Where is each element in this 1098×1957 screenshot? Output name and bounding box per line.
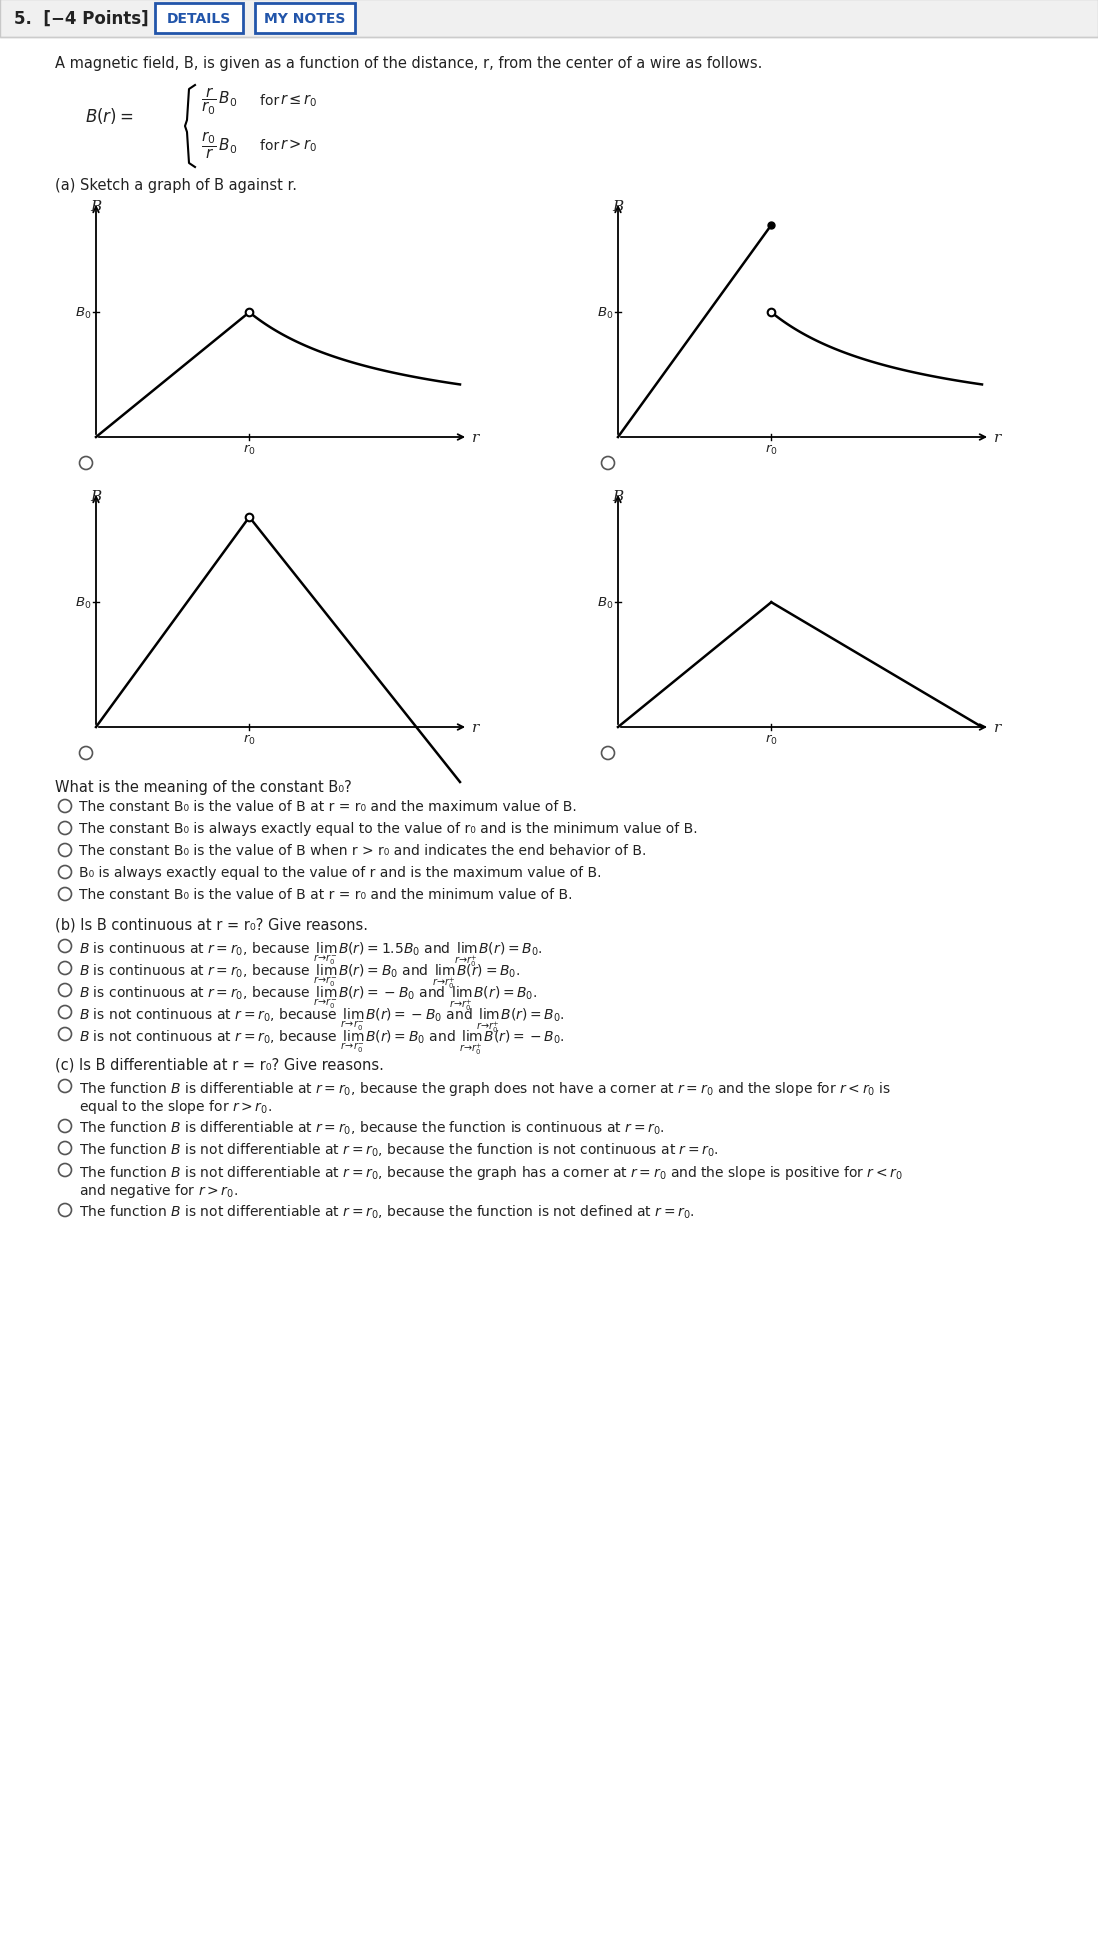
Text: B₀ is always exactly equal to the value of r and is the maximum value of B.: B₀ is always exactly equal to the value …: [79, 865, 602, 879]
Text: $B(r) =$: $B(r) =$: [85, 106, 134, 125]
Text: The function $B$ is not differentiable at $r=r_0$, because the function is not d: The function $B$ is not differentiable a…: [79, 1204, 695, 1221]
Text: $B_0$: $B_0$: [596, 305, 613, 321]
Text: $B_0$: $B_0$: [75, 595, 91, 611]
Text: for: for: [260, 94, 283, 108]
Bar: [0, 0, 1098, 37]
Text: $\dfrac{r_0}{r}\,B_0$: $\dfrac{r_0}{r}\,B_0$: [201, 129, 237, 160]
Text: $B_0$: $B_0$: [75, 305, 91, 321]
Text: The function $B$ is differentiable at $r=r_0$, because the function is continuou: The function $B$ is differentiable at $r…: [79, 1119, 664, 1137]
Text: $B$ is continuous at $r=r_0$, because $\lim_{r\to r_0^-}B(r)=-B_0$ and $\lim_{r\: $B$ is continuous at $r=r_0$, because $\…: [79, 984, 537, 1012]
Text: $r_0$: $r_0$: [243, 732, 256, 748]
Text: $\dfrac{r}{r_0}\,B_0$: $\dfrac{r}{r_0}\,B_0$: [201, 86, 237, 117]
Text: $r > r_0$: $r > r_0$: [280, 137, 317, 153]
Text: B: B: [90, 489, 102, 503]
Text: (c) Is B differentiable at r = r₀? Give reasons.: (c) Is B differentiable at r = r₀? Give …: [55, 1057, 384, 1072]
Text: 5.  [−4 Points]: 5. [−4 Points]: [14, 10, 148, 27]
Text: DETAILS: DETAILS: [167, 12, 231, 25]
Text: $B$ is continuous at $r=r_0$, because $\lim_{r\to r_0^-}B(r)=1.5B_0$ and $\lim_{: $B$ is continuous at $r=r_0$, because $\…: [79, 939, 542, 969]
Text: $r_0$: $r_0$: [765, 732, 777, 748]
Text: $r_0$: $r_0$: [765, 442, 777, 456]
Text: $B_0$: $B_0$: [596, 595, 613, 611]
Text: What is the meaning of the constant B₀?: What is the meaning of the constant B₀?: [55, 779, 351, 795]
Text: $B$ is continuous at $r=r_0$, because $\lim_{r\to r_0^-}B(r)=B_0$ and $\lim_{r\t: $B$ is continuous at $r=r_0$, because $\…: [79, 961, 520, 990]
Text: $B$ is not continuous at $r=r_0$, because $\lim_{r\to r_0^-}B(r)=B_0$ and $\lim_: $B$ is not continuous at $r=r_0$, becaus…: [79, 1027, 564, 1057]
Text: r: r: [472, 720, 479, 734]
Text: r: r: [994, 431, 1001, 444]
Text: $r_0$: $r_0$: [243, 442, 256, 456]
FancyBboxPatch shape: [255, 4, 355, 33]
Text: The function $B$ is not differentiable at $r=r_0$, because the graph has a corne: The function $B$ is not differentiable a…: [79, 1162, 903, 1182]
Text: $r \leq r_0$: $r \leq r_0$: [280, 92, 317, 110]
FancyBboxPatch shape: [155, 4, 243, 33]
Text: (a) Sketch a graph of B against r.: (a) Sketch a graph of B against r.: [55, 178, 296, 194]
Text: The function $B$ is differentiable at $r=r_0$, because the graph does not have a: The function $B$ is differentiable at $r…: [79, 1080, 892, 1098]
Text: The constant B₀ is the value of B when r > r₀ and indicates the end behavior of : The constant B₀ is the value of B when r…: [79, 843, 647, 857]
Text: A magnetic field, B, is given as a function of the distance, r, from the center : A magnetic field, B, is given as a funct…: [55, 57, 762, 70]
Text: for: for: [260, 139, 283, 153]
Text: r: r: [472, 431, 479, 444]
Text: equal to the slope for $r>r_0$.: equal to the slope for $r>r_0$.: [79, 1098, 272, 1115]
Text: The constant B₀ is the value of B at r = r₀ and the maximum value of B.: The constant B₀ is the value of B at r =…: [79, 800, 576, 814]
Text: (b) Is B continuous at r = r₀? Give reasons.: (b) Is B continuous at r = r₀? Give reas…: [55, 918, 368, 933]
Text: MY NOTES: MY NOTES: [265, 12, 346, 25]
Text: The function $B$ is not differentiable at $r=r_0$, because the function is not c: The function $B$ is not differentiable a…: [79, 1141, 719, 1159]
Text: B: B: [90, 200, 102, 213]
Text: B: B: [613, 489, 624, 503]
Text: and negative for $r>r_0$.: and negative for $r>r_0$.: [79, 1182, 238, 1200]
Text: The constant B₀ is always exactly equal to the value of r₀ and is the minimum va: The constant B₀ is always exactly equal …: [79, 822, 697, 836]
Text: r: r: [994, 720, 1001, 734]
Text: B: B: [613, 200, 624, 213]
Text: The constant B₀ is the value of B at r = r₀ and the minimum value of B.: The constant B₀ is the value of B at r =…: [79, 888, 572, 902]
Text: $B$ is not continuous at $r=r_0$, because $\lim_{r\to r_0^-}B(r)=-B_0$ and $\lim: $B$ is not continuous at $r=r_0$, becaus…: [79, 1006, 564, 1033]
